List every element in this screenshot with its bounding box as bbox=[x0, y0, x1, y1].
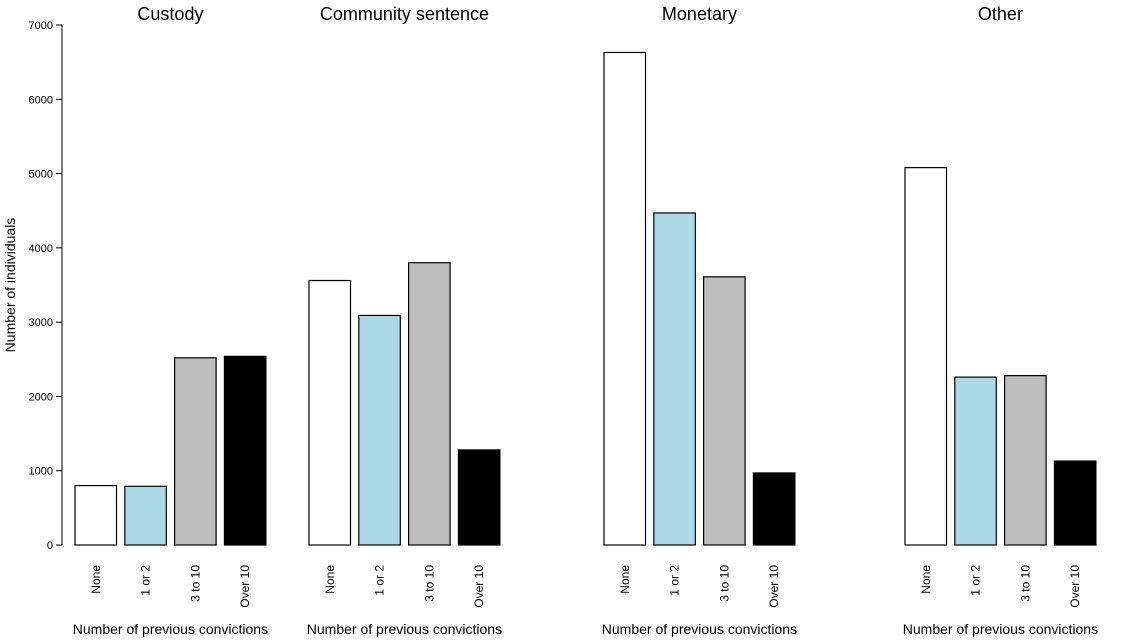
x-tick-label: None bbox=[618, 565, 632, 594]
x-axis-label: Number of previous convictions bbox=[903, 621, 1098, 637]
x-axis-label: Number of previous convictions bbox=[307, 621, 502, 637]
panel-title: Other bbox=[978, 4, 1023, 24]
y-tick-label: 1000 bbox=[29, 466, 53, 478]
x-tick-label: Over 10 bbox=[1068, 565, 1082, 608]
y-tick-label: 6000 bbox=[29, 94, 53, 106]
x-axis-label: Number of previous convictions bbox=[602, 621, 797, 637]
y-tick-label: 0 bbox=[47, 540, 53, 552]
x-tick-label: None bbox=[323, 565, 337, 594]
bar bbox=[457, 449, 501, 546]
panels: Custody None 1 or 2 3 to 10 Over 10 Number of… bbox=[73, 4, 1098, 637]
x-tick-label: 3 to 10 bbox=[422, 565, 436, 602]
panel-monetary: Monetary None 1 or 2 3 to 10 Over 10 Number o… bbox=[602, 4, 797, 637]
bar bbox=[904, 167, 948, 546]
panel-custody: Custody None 1 or 2 3 to 10 Over 10 Number of… bbox=[73, 4, 268, 637]
bar bbox=[653, 212, 696, 546]
x-tick-label: None bbox=[89, 565, 103, 594]
panel-title: Community sentence bbox=[320, 4, 489, 24]
x-tick-label: 1 or 2 bbox=[668, 565, 682, 596]
bar bbox=[1053, 460, 1097, 546]
y-tick-label: 2000 bbox=[29, 391, 53, 403]
bar bbox=[752, 472, 796, 546]
x-tick-label: 1 or 2 bbox=[969, 565, 983, 596]
x-tick-label: None bbox=[919, 565, 933, 594]
panel-title: Custody bbox=[137, 4, 203, 24]
bar bbox=[603, 51, 647, 546]
x-tick-label: Over 10 bbox=[767, 565, 781, 608]
x-tick-label: Over 10 bbox=[238, 565, 252, 608]
bar bbox=[358, 314, 401, 546]
bar bbox=[702, 276, 746, 546]
y-tick-label: 5000 bbox=[29, 169, 53, 181]
x-tick-label: 3 to 10 bbox=[188, 565, 202, 602]
bar bbox=[308, 279, 352, 546]
y-axis: 0 1000 2000 3000 4000 5000 6000 7000 bbox=[29, 20, 63, 552]
x-tick-label: 1 or 2 bbox=[373, 565, 387, 596]
x-tick-label: 3 to 10 bbox=[1018, 565, 1032, 602]
panel-other: Other None 1 or 2 3 to 10 Over 10 Number of p… bbox=[903, 4, 1098, 637]
panel-community-sentence: Community sentence None 1 or 2 3 to 10 Over … bbox=[307, 4, 502, 637]
x-axis-label: Number of previous convictions bbox=[73, 621, 268, 637]
bar bbox=[1003, 375, 1047, 546]
y-axis-label: Number of individuals bbox=[2, 218, 18, 353]
y-tick-label: 3000 bbox=[29, 317, 53, 329]
y-tick-label: 4000 bbox=[29, 243, 53, 255]
bar bbox=[223, 355, 267, 546]
bar bbox=[74, 484, 118, 546]
panel-title: Monetary bbox=[662, 4, 737, 24]
bar bbox=[408, 262, 451, 546]
x-tick-label: 1 or 2 bbox=[139, 565, 153, 596]
x-tick-label: 3 to 10 bbox=[717, 565, 731, 602]
x-tick-label: Over 10 bbox=[472, 565, 486, 608]
bar bbox=[954, 376, 997, 546]
bar bbox=[124, 485, 167, 546]
y-tick-label: 7000 bbox=[29, 20, 53, 32]
bar bbox=[174, 357, 217, 546]
